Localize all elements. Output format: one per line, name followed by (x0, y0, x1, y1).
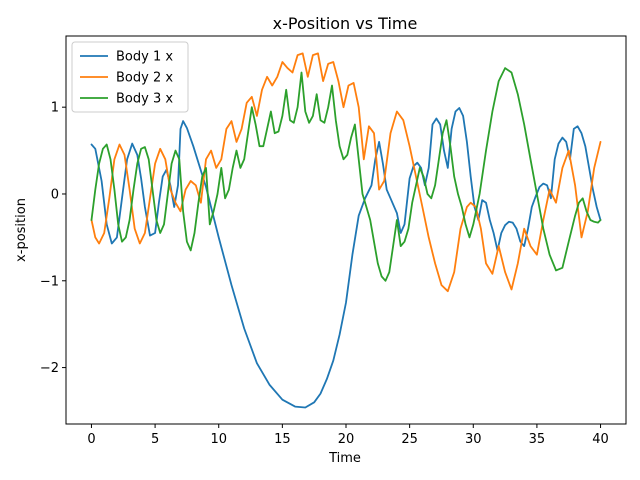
chart-title: x-Position vs Time (273, 14, 418, 33)
series-line-body-2 (90, 52, 602, 293)
legend-label-body-3: Body 3 x (116, 92, 173, 107)
x-tick-label: 40 (592, 432, 609, 447)
x-tick-label: 25 (401, 432, 418, 447)
legend-label-body-1: Body 1 x (116, 50, 173, 65)
x-tick-label: 5 (151, 432, 159, 447)
y-axis-label: x-position (14, 198, 29, 262)
y-axis: −2 −1 0 1 (40, 101, 66, 376)
x-tick-label: 35 (529, 432, 546, 447)
x-axis: 0 5 10 15 20 25 30 35 40 (87, 424, 609, 447)
y-tick-label: 1 (51, 101, 59, 116)
legend-label-body-2: Body 2 x (116, 71, 173, 86)
x-axis-label: Time (328, 451, 361, 466)
x-tick-label: 10 (210, 432, 227, 447)
y-tick-label: 0 (51, 187, 59, 202)
x-tick-label: 15 (274, 432, 291, 447)
y-tick-label: −1 (40, 274, 59, 289)
x-tick-label: 0 (87, 432, 95, 447)
y-tick-label: −2 (40, 361, 59, 376)
series-layer (90, 52, 602, 409)
series-line-body-3 (90, 67, 602, 282)
x-tick-label: 30 (465, 432, 482, 447)
legend-box (71, 41, 189, 113)
x-tick-label: 20 (338, 432, 355, 447)
legend: Body 1 x Body 2 x Body 3 x (71, 41, 189, 113)
